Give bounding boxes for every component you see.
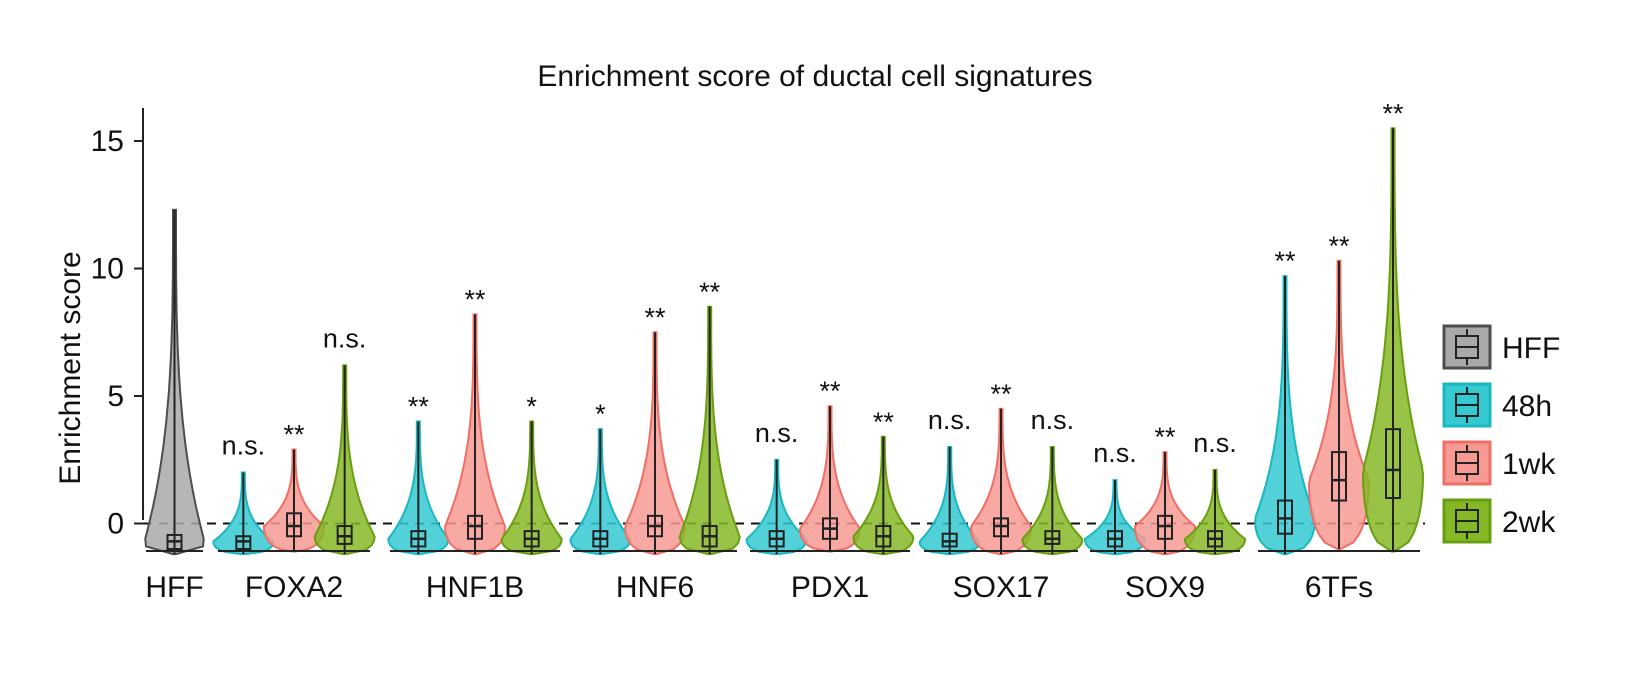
y-tick-label-5: 5 (107, 380, 124, 413)
legend-label-2wk: 2wk (1502, 506, 1556, 539)
significance-labels: n.s. **n.s.***** *****n.s.**** n.s.**n.s.n.… (222, 98, 1404, 468)
significance-6tfs-2wk: ** (1382, 98, 1404, 128)
y-tick-label-0: 0 (107, 508, 124, 541)
box-foxa2-1wk (286, 512, 302, 538)
group-label-sox9: SOX9 (1125, 571, 1205, 604)
chart-title: Enrichment score of ductal cell signatur… (537, 60, 1092, 93)
legend: HFF 48h 1wk 2wk (1442, 324, 1560, 544)
group-label-6tfs: 6TFs (1305, 571, 1373, 604)
significance-sox17-48h: n.s. (928, 405, 972, 435)
significance-hnf6-2wk: ** (699, 277, 721, 307)
significance-pdx1-2wk: ** (873, 407, 895, 437)
significance-sox9-2wk: n.s. (1193, 428, 1237, 458)
box-sox17-1wk (993, 517, 1009, 538)
significance-sox9-1wk: ** (1154, 422, 1176, 452)
group-axis: HFF FOXA2 HNF1B HNF6 PDX1 SOX17 SOX9 6TFs (145, 550, 1420, 604)
significance-pdx1-48h: n.s. (755, 418, 799, 448)
significance-hnf1b-1wk: ** (464, 284, 486, 314)
significance-hnf1b-2wk: * (526, 392, 537, 422)
group-label-hnf1b: HNF1B (426, 571, 524, 604)
significance-sox17-2wk: n.s. (1031, 405, 1075, 435)
box-foxa2-2wk (336, 525, 353, 545)
legend-label-1wk: 1wk (1502, 448, 1556, 481)
group-label-hnf6: HNF6 (616, 571, 694, 604)
group-label-sox17: SOX17 (953, 571, 1050, 604)
y-ticks: 0 5 10 15 (91, 125, 143, 541)
significance-foxa2-2wk: n.s. (323, 323, 367, 353)
box-hnf1b-1wk (467, 514, 483, 540)
box-6tfs-1wk (1331, 451, 1347, 502)
group-label-hff: HFF (145, 571, 203, 604)
significance-hnf1b-48h: ** (408, 392, 430, 422)
significance-sox17-1wk: ** (990, 379, 1012, 409)
box-6tfs-2wk (1385, 428, 1401, 499)
y-axis-label: Enrichment score (54, 251, 87, 484)
box-sox17-2wk (1044, 530, 1061, 545)
legend-label-48h: 48h (1502, 390, 1552, 423)
group-label-foxa2: FOXA2 (245, 571, 343, 604)
significance-sox9-48h: n.s. (1093, 438, 1137, 468)
significance-6tfs-48h: ** (1274, 246, 1296, 276)
significance-pdx1-1wk: ** (819, 376, 841, 406)
significance-hnf6-48h: * (595, 399, 606, 429)
significance-foxa2-1wk: ** (283, 420, 305, 450)
group-label-pdx1: PDX1 (791, 571, 869, 604)
y-tick-label-15: 15 (91, 125, 124, 158)
box-sox9-1wk (1157, 514, 1173, 540)
box-foxa2-48h (235, 535, 252, 550)
legend-label-hff: HFF (1502, 332, 1560, 365)
violins (144, 127, 1425, 556)
y-tick-label-10: 10 (91, 253, 124, 286)
significance-foxa2-48h: n.s. (222, 431, 266, 461)
significance-6tfs-1wk: ** (1328, 231, 1350, 261)
box-6tfs-48h (1277, 499, 1293, 535)
box-sox17-48h (941, 532, 958, 548)
significance-hnf6-1wk: ** (644, 302, 666, 332)
